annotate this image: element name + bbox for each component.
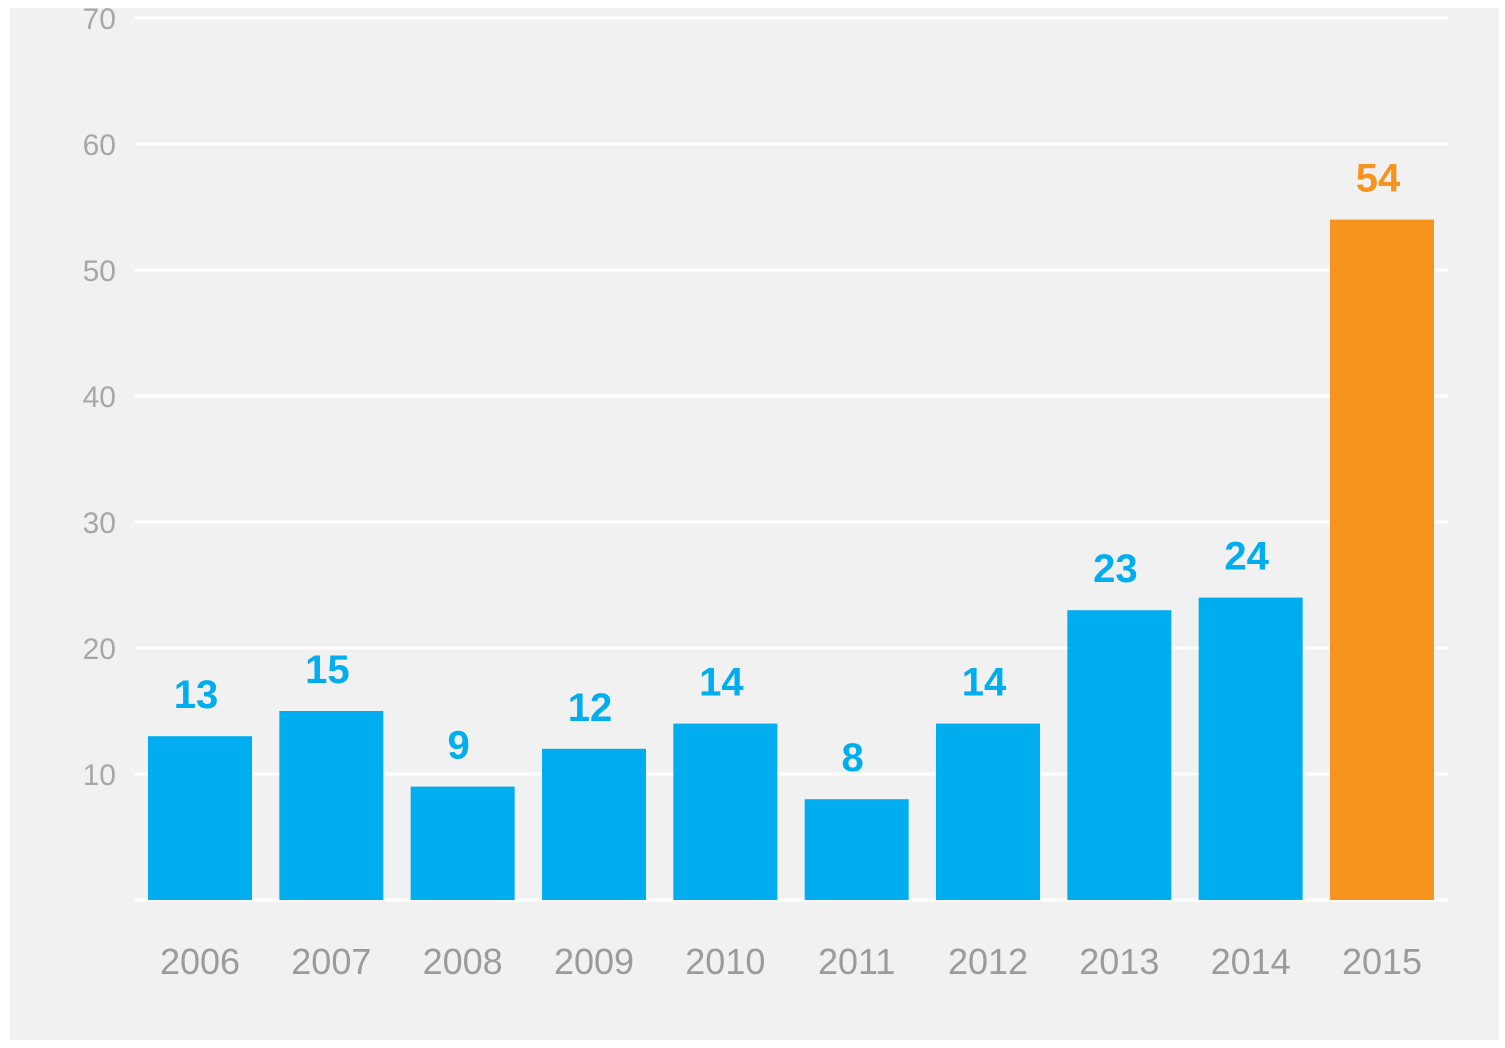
bar-2008 [410, 786, 515, 900]
y-tick-label-20: 20 [83, 633, 116, 666]
bar-2009 [542, 748, 646, 900]
bar-2006 [148, 736, 252, 900]
bar-2013 [1067, 610, 1172, 900]
data-label-2011: 8 [842, 736, 864, 780]
data-label-2006: 13 [174, 673, 219, 717]
x-tick-label-2007: 2007 [291, 941, 371, 982]
bar-2011 [804, 799, 909, 900]
data-label-2008: 9 [448, 724, 470, 768]
bar-2014 [1198, 597, 1303, 900]
bar-2015 [1330, 219, 1434, 901]
x-tick-label-2015: 2015 [1342, 941, 1422, 982]
x-tick-label-2009: 2009 [554, 941, 634, 982]
y-tick-label-30: 30 [83, 507, 116, 540]
bar-2012 [936, 723, 1040, 900]
data-label-2012: 14 [962, 661, 1007, 705]
x-tick-label-2011: 2011 [818, 941, 895, 982]
data-label-2007: 15 [305, 648, 350, 692]
x-tick-label-2006: 2006 [160, 941, 240, 982]
x-tick-label-2008: 2008 [423, 941, 503, 982]
y-tick-label-50: 50 [83, 255, 116, 288]
y-tick-label-40: 40 [83, 381, 116, 414]
x-tick-label-2012: 2012 [948, 941, 1028, 982]
data-label-2014: 24 [1224, 535, 1269, 579]
x-tick-label-2014: 2014 [1211, 941, 1291, 982]
x-tick-label-2013: 2013 [1079, 941, 1159, 982]
y-tick-label-60: 60 [83, 129, 116, 162]
y-tick-label-10: 10 [83, 759, 116, 792]
data-label-2013: 23 [1093, 547, 1138, 591]
bar-2010 [673, 723, 778, 900]
data-label-2015: 54 [1356, 157, 1401, 201]
data-label-2009: 12 [568, 686, 613, 730]
x-tick-label-2010: 2010 [685, 941, 765, 982]
bar-2007 [279, 711, 384, 900]
data-label-2010: 14 [699, 661, 744, 705]
y-tick-label-70: 70 [83, 3, 116, 36]
